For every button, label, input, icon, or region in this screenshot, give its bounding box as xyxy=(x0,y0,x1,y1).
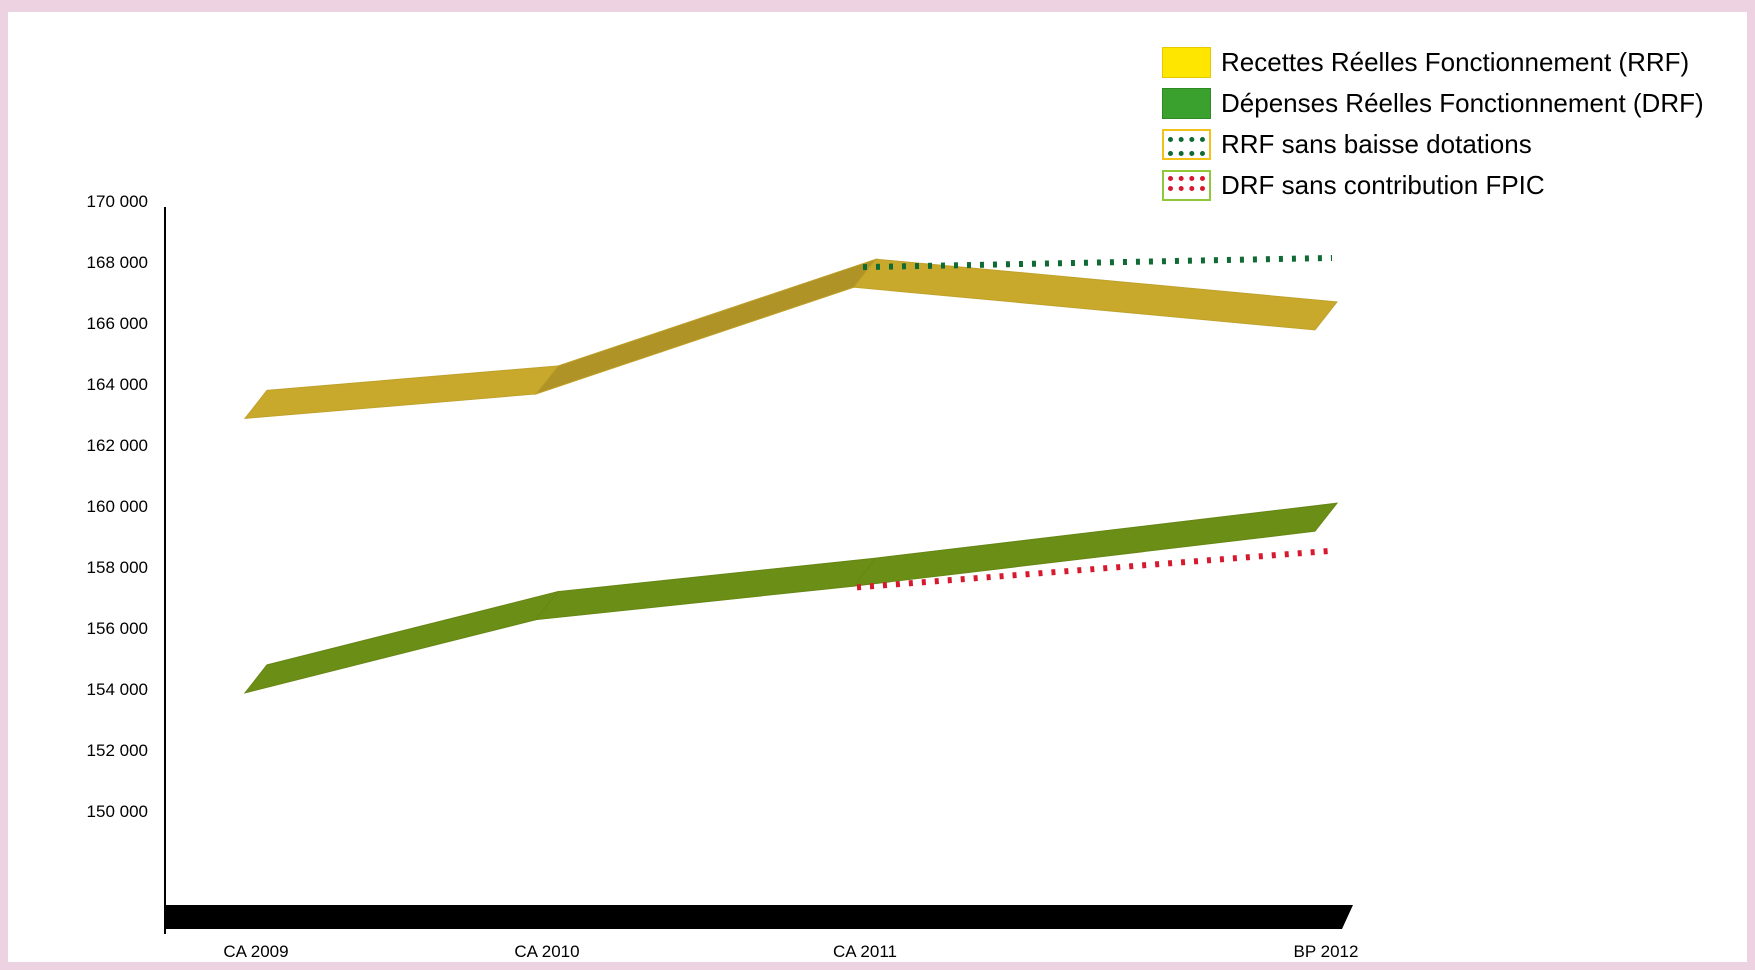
ribbon-segment-1-2 xyxy=(852,502,1339,587)
y-tick-label: 170 000 xyxy=(87,192,148,211)
chart-panel: 150 000 152 000 154 000 156 000 158 000 160 0… xyxy=(8,12,1747,962)
y-axis-ticks: 150 000 152 000 154 000 156 000 158 000 160 0… xyxy=(87,192,166,934)
legend: Recettes Réelles Fonctionnement (RRF) Dé… xyxy=(1162,42,1704,206)
dotted-line-0 xyxy=(862,254,1333,271)
chart-dotted-series xyxy=(856,254,1333,591)
dotted-line-1 xyxy=(856,547,1333,591)
y-tick-label: 166 000 xyxy=(87,314,148,333)
y-tick-label: 152 000 xyxy=(87,741,148,760)
legend-label-drf: Dépenses Réelles Fonctionnement (DRF) xyxy=(1221,88,1704,118)
legend-swatch-drf xyxy=(1162,88,1211,119)
legend-swatch-rrf xyxy=(1162,47,1211,78)
legend-item-rrf-sans-baisse: RRF sans baisse dotations xyxy=(1162,124,1704,165)
x-axis-base-bar xyxy=(165,905,1353,929)
x-axis-base xyxy=(165,905,1353,929)
legend-swatch-drf-sans-fpic xyxy=(1162,170,1211,201)
y-tick-label: 168 000 xyxy=(87,253,148,272)
ribbon-segment-1-0 xyxy=(243,590,560,694)
legend-item-drf-sans-fpic: DRF sans contribution FPIC xyxy=(1162,165,1704,206)
x-axis-ticks: CA 2009 CA 2010 CA 2011 BP 2012 xyxy=(223,942,1358,961)
x-tick-label: CA 2009 xyxy=(223,942,288,961)
legend-item-rrf: Recettes Réelles Fonctionnement (RRF) xyxy=(1162,42,1704,83)
ribbon-segment-0-2 xyxy=(853,258,1338,331)
y-tick-label: 154 000 xyxy=(87,680,148,699)
legend-label-rrf: Recettes Réelles Fonctionnement (RRF) xyxy=(1221,47,1690,77)
legend-label-rrf-sans-baisse: RRF sans baisse dotations xyxy=(1221,129,1532,159)
y-tick-label: 160 000 xyxy=(87,497,148,516)
line-chart: 150 000 152 000 154 000 156 000 158 000 160 0… xyxy=(87,192,1359,961)
y-tick-label: 164 000 xyxy=(87,375,148,394)
y-tick-label: 158 000 xyxy=(87,558,148,577)
legend-swatch-rrf-sans-baisse xyxy=(1162,129,1211,160)
legend-label-drf-sans-fpic: DRF sans contribution FPIC xyxy=(1221,170,1545,200)
x-tick-label: CA 2010 xyxy=(514,942,579,961)
x-tick-label: CA 2011 xyxy=(833,942,897,961)
y-tick-label: 156 000 xyxy=(87,619,148,638)
ribbon-segment-0-0 xyxy=(243,365,560,419)
x-tick-label: BP 2012 xyxy=(1294,942,1359,961)
ribbon-segment-0-1 xyxy=(534,258,878,395)
ribbon-segment-1-1 xyxy=(534,557,878,621)
chart-series xyxy=(243,258,1339,694)
legend-item-drf: Dépenses Réelles Fonctionnement (DRF) xyxy=(1162,83,1704,124)
y-tick-label: 162 000 xyxy=(87,436,148,455)
y-tick-label: 150 000 xyxy=(87,802,148,821)
